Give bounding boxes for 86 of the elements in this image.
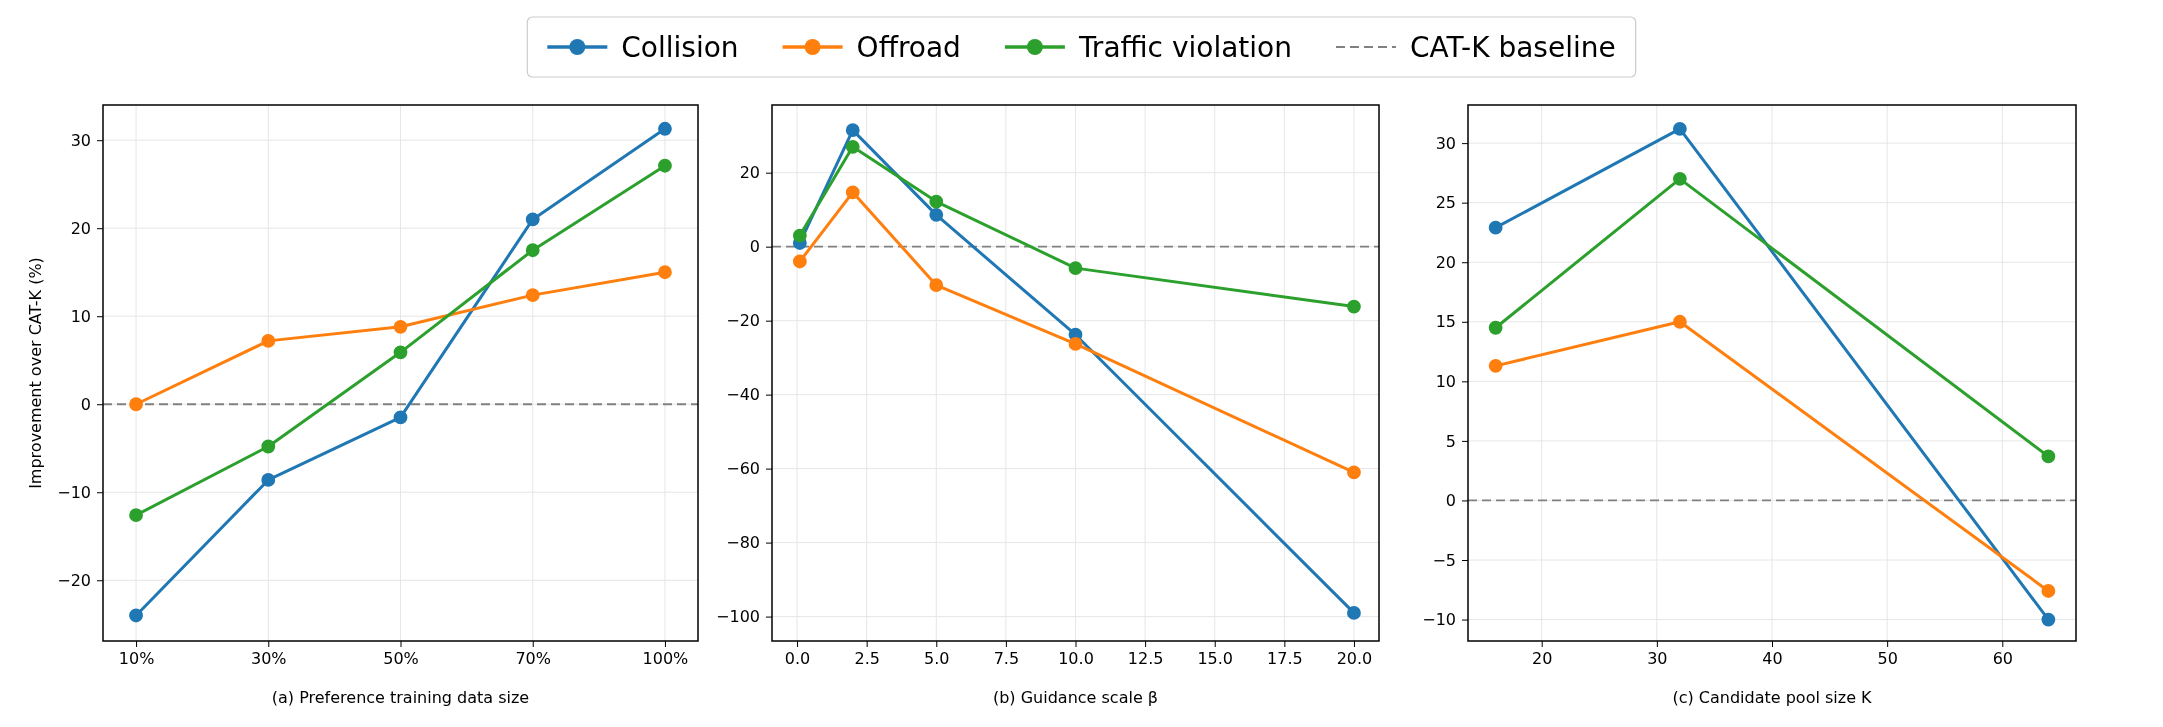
y-tick-label: 20 [1435,252,1456,272]
x-tick-label: 5.0 [924,649,950,669]
point [525,288,540,302]
x-tick-label: 0.0 [784,649,811,669]
x-tick-label: 15.0 [1197,649,1234,669]
x-tick-label: 17.5 [1267,649,1303,669]
y-tick-label: −10 [57,482,91,502]
point [845,123,860,138]
x-tick-label: 10% [118,649,155,669]
y-tick-label: 0 [80,394,91,414]
legend-label: Offroad [856,31,961,64]
y-tick-label: −20 [57,570,91,590]
y-tick-label: 20 [739,163,760,183]
legend-label: Collision [621,31,739,64]
point [525,243,540,258]
point [658,158,672,173]
y-tick-label: −10 [1422,610,1456,630]
point [261,333,276,348]
x-tick-label: 100% [642,649,689,669]
point [1068,337,1083,351]
x-axis-title: (a) Preference training data size [271,688,530,707]
point [1672,314,1687,329]
legend-label: CAT-K baseline [1409,31,1616,64]
legend-label: Traffic violation [1077,31,1292,64]
y-tick-label: −60 [726,459,760,479]
x-tick-label: 60 [1992,649,2013,669]
y-tick-label: 20 [70,218,91,238]
point [1347,299,1361,314]
point [658,265,672,280]
y-tick-label: 5 [1445,431,1456,451]
point [1488,220,1503,235]
y-tick-label: −20 [726,311,760,331]
point [393,410,408,425]
x-tick-label: 50 [1877,649,1898,669]
y-tick-label: 10 [1435,371,1456,391]
x-axis-title: (b) Guidance scale β [992,688,1159,707]
y-tick-label: 30 [1435,133,1456,153]
point [845,139,860,154]
x-tick-label: 30 [1647,649,1668,669]
point [1347,465,1361,480]
x-axis-title: (c) Candidate pool size K [1672,688,1873,707]
point [129,508,143,523]
x-tick-label: 10.0 [1058,649,1094,669]
y-tick-label: 10 [70,306,91,326]
point [658,121,672,136]
y-tick-label: 25 [1435,193,1456,213]
x-tick-label: 20 [1532,649,1553,669]
x-tick-label: 7.5 [993,649,1020,669]
y-tick-label: −5 [1432,550,1456,570]
point [929,194,944,209]
point [1488,358,1503,373]
point [929,278,944,293]
x-tick-label: 30% [251,649,287,669]
point [2041,612,2056,627]
y-axis-title: Improvement over CAT-K (%) [26,257,45,489]
y-tick-label: 30 [70,130,91,150]
y-tick-label: 0 [1445,491,1456,511]
point [845,185,860,200]
point [1488,320,1503,335]
point [1347,605,1361,620]
y-tick-label: −80 [726,533,760,553]
point [393,319,408,334]
point [792,228,807,243]
point [1068,261,1083,276]
y-tick-label: 0 [749,237,760,257]
x-tick-label: 40 [1762,649,1783,669]
point [2041,449,2056,464]
y-tick-label: 15 [1435,312,1456,332]
point [929,207,944,222]
point [129,608,143,623]
x-tick-label: 70% [515,649,551,669]
y-tick-label: −100 [716,607,760,627]
point [2041,584,2056,598]
x-tick-label: 50% [383,649,419,669]
point [1672,121,1687,136]
point [129,397,143,412]
point [261,473,276,487]
x-tick-label: 12.5 [1127,649,1164,669]
point [792,254,807,269]
y-tick-label: −40 [726,385,760,405]
point [525,212,540,227]
x-tick-label: 2.5 [854,649,880,669]
x-tick-label: 20.0 [1336,649,1373,669]
point [393,345,408,360]
point [261,439,276,454]
point [1672,171,1687,186]
